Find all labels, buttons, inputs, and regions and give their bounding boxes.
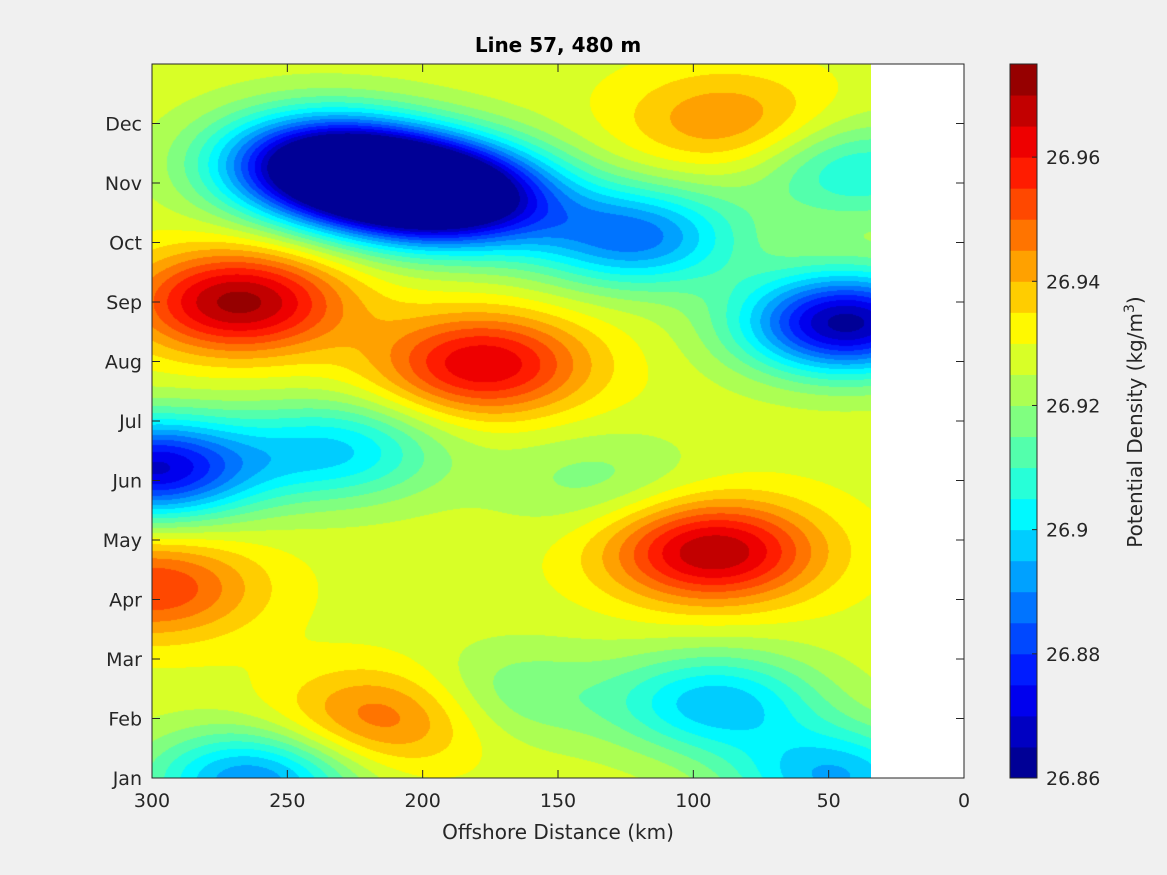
colorbar-segment: [1010, 281, 1037, 313]
y-tick-label: Mar: [106, 649, 142, 671]
colorbar-label-end: ): [1123, 296, 1147, 304]
y-tick-label: Dec: [105, 114, 142, 136]
colorbar-segment: [1010, 95, 1037, 127]
colorbar-segment: [1010, 219, 1037, 251]
colorbar-label-sup: 3: [1122, 304, 1138, 313]
x-tick-label: 150: [540, 790, 576, 812]
colorbar-label: Potential Density (kg/m3): [1122, 296, 1147, 547]
colorbar-tick-label: 26.94: [1046, 271, 1100, 293]
y-tick-label: Feb: [108, 709, 142, 731]
colorbar-segment: [1010, 746, 1037, 779]
colorbar-segment: [1010, 560, 1037, 593]
x-tick-label: 300: [134, 790, 170, 812]
colorbar-segment: [1010, 64, 1037, 96]
y-tick-label: Jan: [112, 768, 142, 790]
colorbar-segment: [1010, 467, 1037, 500]
colorbar-segment: [1010, 405, 1037, 438]
y-tick-label: Aug: [105, 352, 142, 374]
x-tick-label: 100: [675, 790, 711, 812]
axes: 300 250 200 150 100 50 0 Jan Feb Mar Apr May Jun Jul A…: [103, 63, 970, 812]
colorbar-segment: [1010, 653, 1037, 686]
colorbar-segment: [1010, 374, 1037, 406]
x-tick-label: 200: [405, 790, 441, 812]
colorbar-tick-label: 26.9: [1046, 520, 1088, 542]
colorbar-segment: [1010, 188, 1037, 220]
x-tick-label: 0: [958, 790, 970, 812]
colorbar-segment: [1010, 622, 1037, 655]
x-tick-label: 250: [269, 790, 305, 812]
colorbar-segment: [1010, 529, 1037, 562]
colorbar-label-base: Potential Density (kg/m: [1123, 313, 1147, 548]
y-tick-label: May: [103, 530, 142, 552]
colorbar-segment: [1010, 157, 1037, 189]
y-tick-label: Sep: [106, 292, 142, 314]
contour-field-container: [152, 64, 871, 778]
colorbar-tick-label: 26.86: [1046, 768, 1100, 790]
colorbar-segment: [1010, 436, 1037, 469]
colorbar-segment: [1010, 126, 1037, 158]
colorbar: 26.86 26.88 26.9 26.92 26.94 26.96: [1009, 63, 1100, 790]
colorbar-segment: [1010, 715, 1037, 748]
y-tick-label: Nov: [105, 173, 142, 195]
colorbar-segment: [1010, 312, 1037, 344]
colorbar-segment: [1010, 498, 1037, 531]
x-tick-label: 50: [817, 790, 841, 812]
chart-title: Line 57, 480 m: [475, 33, 641, 57]
y-tick-label: Jun: [111, 471, 142, 493]
colorbar-tick-label: 26.96: [1046, 147, 1100, 169]
y-tick-label: Jul: [118, 411, 142, 433]
colorbar-tick-label: 26.88: [1046, 644, 1100, 666]
y-tick-label: Apr: [109, 590, 142, 612]
colorbar-tick-label: 26.92: [1046, 395, 1100, 417]
colorbar-segment: [1010, 343, 1037, 375]
colorbar-segment: [1010, 684, 1037, 717]
colorbar-segment: [1010, 591, 1037, 624]
colorbar-segment: [1010, 250, 1037, 282]
contour-field: [152, 64, 871, 778]
x-axis-label: Offshore Distance (km): [442, 820, 674, 844]
y-tick-label: Oct: [109, 233, 142, 255]
colorbar-box: [1009, 63, 1038, 779]
